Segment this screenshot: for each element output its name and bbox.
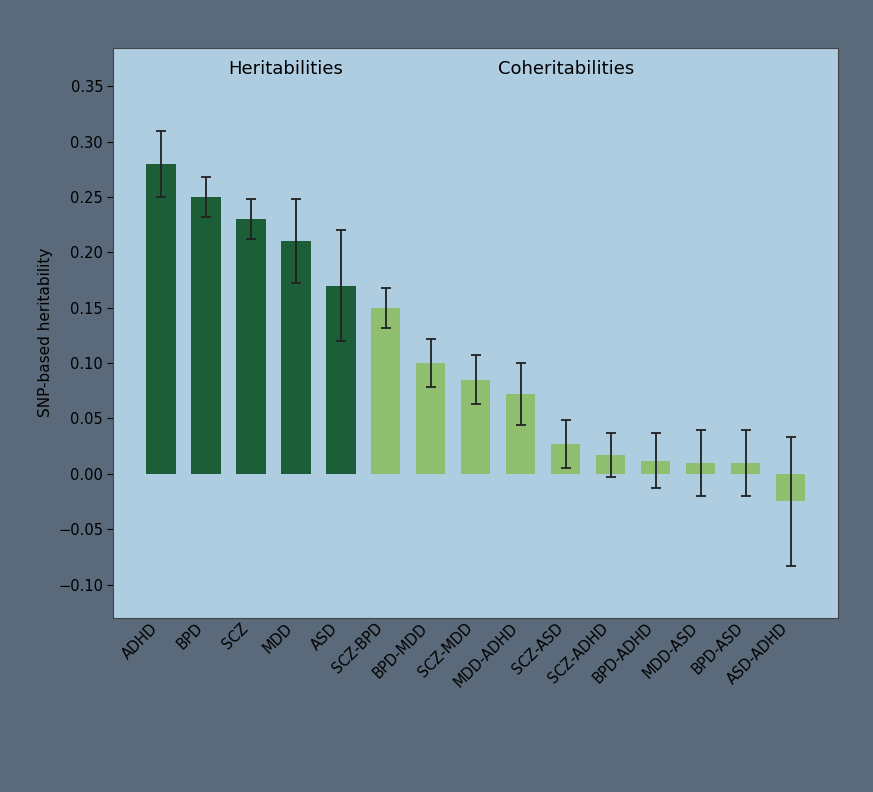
- Bar: [281, 242, 311, 474]
- Text: Coheritabilities: Coheritabilities: [498, 59, 635, 78]
- Bar: [506, 394, 535, 474]
- Bar: [147, 164, 175, 474]
- Bar: [416, 363, 445, 474]
- Bar: [731, 463, 760, 474]
- Y-axis label: SNP-based heritability: SNP-based heritability: [38, 248, 52, 417]
- Bar: [371, 308, 401, 474]
- Bar: [191, 197, 221, 474]
- Text: Heritabilities: Heritabilities: [229, 59, 343, 78]
- Bar: [237, 219, 265, 474]
- Bar: [776, 474, 805, 501]
- Bar: [686, 463, 715, 474]
- Bar: [327, 286, 355, 474]
- Bar: [596, 455, 625, 474]
- Bar: [461, 379, 491, 474]
- Bar: [641, 460, 670, 474]
- Bar: [551, 444, 581, 474]
